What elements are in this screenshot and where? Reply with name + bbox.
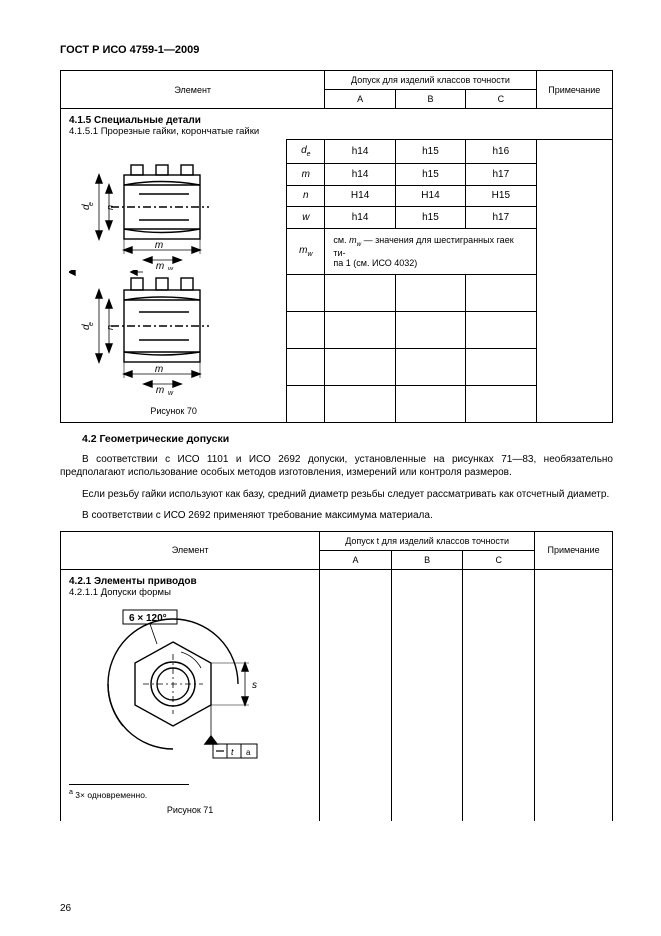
svg-text:6 × 120°: 6 × 120° [129,613,167,624]
col-element: Элемент [61,71,325,109]
sym-mw: mw [287,229,325,274]
para-3: В соответствии с ИСО 2692 применяют треб… [60,509,613,523]
figure-70: d e n m m w [65,144,282,418]
de-c: h16 [466,140,536,164]
section-subline: 4.1.5.1 Прорезные гайки, корончатые гайк… [69,126,604,137]
svg-text:m: m [156,385,164,396]
svg-text:e: e [88,202,95,206]
svg-text:m: m [155,364,163,375]
sym-m: m [287,163,325,185]
de-b: h15 [395,140,465,164]
col-c: C [466,90,536,109]
svg-text:e: e [88,322,95,326]
svg-text:s: s [252,680,257,691]
m-a: h14 [325,163,395,185]
t2-c [463,569,535,821]
section-title: 4.1.5 Специальные детали [69,115,604,126]
footnote-a: a 3× одновременно. [69,784,189,800]
col-note: Примечание [536,71,612,109]
w-a: h14 [325,207,395,229]
mw-note: см. mw — значения для шестигранных гаек … [325,229,536,274]
t2-note [535,569,613,821]
n-c: H15 [466,185,536,207]
figure-71-cell: 4.2.1 Элементы приводов 4.2.1.1 Допуски … [61,569,320,821]
para-2: Если резьбу гайки используют как базу, с… [60,488,613,502]
para-1: В соответствии с ИСО 1101 и ИСО 2692 доп… [60,453,613,480]
figure-cell: d e n m m w [61,140,287,423]
empty-cell [287,274,325,311]
svg-text:t: t [231,747,234,757]
n-b: H14 [395,185,465,207]
section-header-row: 4.1.5 Специальные детали 4.1.5.1 Прорезн… [61,109,613,140]
col-c-2: C [463,550,535,569]
sym-n: n [287,185,325,207]
tolerance-table-1: Элемент Допуск для изделий классов точно… [60,70,613,423]
svg-text:a: a [246,748,251,757]
empty-cell [287,348,325,385]
svg-text:n: n [105,324,115,329]
w-b: h15 [395,207,465,229]
t2-a [320,569,392,821]
document-header: ГОСТ Р ИСО 4759-1—2009 [60,44,613,56]
m-c: h17 [466,163,536,185]
col-element-2: Элемент [61,531,320,569]
figure-71: 6 × 120° s t a [69,598,311,776]
sym-de: dе [287,140,325,164]
col-a-2: A [320,550,392,569]
svg-text:w: w [168,390,174,397]
svg-text:w: w [135,270,142,272]
empty-cell [287,385,325,422]
t2-b [391,569,463,821]
tolerance-table-2: Элемент Допуск t для изделий классов точ… [60,531,613,822]
col-tolerance-2: Допуск t для изделий классов точности [320,531,535,550]
col-note-2: Примечание [535,531,613,569]
svg-text:m: m [155,240,163,251]
section-4-2-heading: 4.2 Геометрические допуски [82,433,613,445]
note-cell-1 [536,140,612,423]
figure-70-caption: Рисунок 70 [69,406,278,416]
de-a: h14 [325,140,395,164]
svg-text:n: n [105,204,115,209]
m-b: h15 [395,163,465,185]
page-number: 26 [60,903,71,914]
svg-text:m: m [156,261,164,270]
section-4211-line: 4.2.1.1 Допуски формы [69,587,311,598]
col-b: B [395,90,465,109]
sym-w: w [287,207,325,229]
w-c: h17 [466,207,536,229]
n-a: H14 [325,185,395,207]
col-tolerance: Допуск для изделий классов точности [325,71,536,90]
empty-cell [287,311,325,348]
col-a: A [325,90,395,109]
col-b-2: B [391,550,463,569]
figure-71-caption: Рисунок 71 [69,805,311,815]
section-421-title: 4.2.1 Элементы приводов [69,576,311,587]
